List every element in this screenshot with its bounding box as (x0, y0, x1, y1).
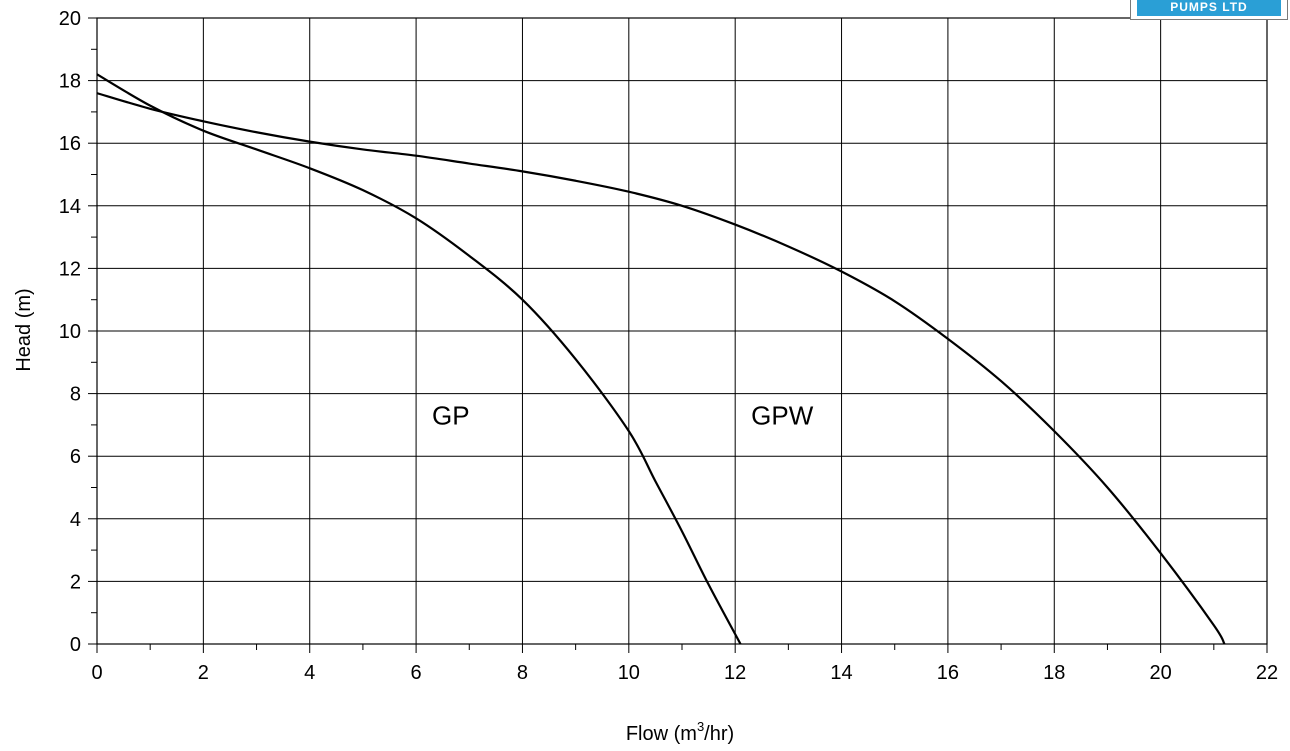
gp-series-label: GP (432, 401, 470, 431)
x-tick-label: 2 (198, 662, 209, 684)
curves (96, 73, 1226, 645)
y-axis-title: Head (m) (13, 288, 35, 371)
y-tick-label: 16 (59, 133, 81, 155)
x-tick-label: 16 (937, 662, 959, 684)
y-tick-label: 18 (59, 71, 81, 93)
x-tick-label: 18 (1043, 662, 1065, 684)
x-tick-label: 14 (830, 662, 852, 684)
grid-lines (96, 17, 1268, 645)
y-tick-label: 20 (59, 8, 81, 30)
x-tick-label: 6 (411, 662, 422, 684)
gpw-series-label: GPW (751, 401, 814, 431)
plot-frame (96, 17, 1268, 645)
y-tick-label: 8 (70, 384, 81, 406)
y-tick-label: 0 (70, 634, 81, 656)
series-labels: GP GPW (432, 401, 814, 431)
x-tick-label: 22 (1256, 662, 1278, 684)
minor-ticks (88, 17, 1268, 653)
company-logo: PUMPS LTD (1130, 0, 1288, 20)
x-axis-title: Flow (m3/hr) (626, 719, 734, 745)
y-tick-label: 6 (70, 446, 81, 468)
y-tick-labels: 0 2 4 6 8 10 12 14 16 18 20 (59, 8, 81, 656)
y-tick-label: 4 (70, 509, 81, 531)
logo-text: PUMPS LTD (1137, 0, 1281, 16)
y-tick-label: 2 (70, 571, 81, 593)
x-tick-label: 20 (1150, 662, 1172, 684)
x-tick-label: 8 (517, 662, 528, 684)
x-tick-labels: 0 2 4 6 8 10 12 14 16 18 20 22 (91, 662, 1278, 684)
x-tick-label: 10 (618, 662, 640, 684)
y-tick-label: 10 (59, 321, 81, 343)
gpw-curve (96, 92, 1226, 645)
y-tick-label: 14 (59, 196, 81, 218)
gp-curve (96, 73, 742, 645)
x-tick-label: 4 (304, 662, 315, 684)
x-tick-label: 0 (91, 662, 102, 684)
x-tick-label: 12 (724, 662, 746, 684)
y-tick-label: 12 (59, 258, 81, 280)
